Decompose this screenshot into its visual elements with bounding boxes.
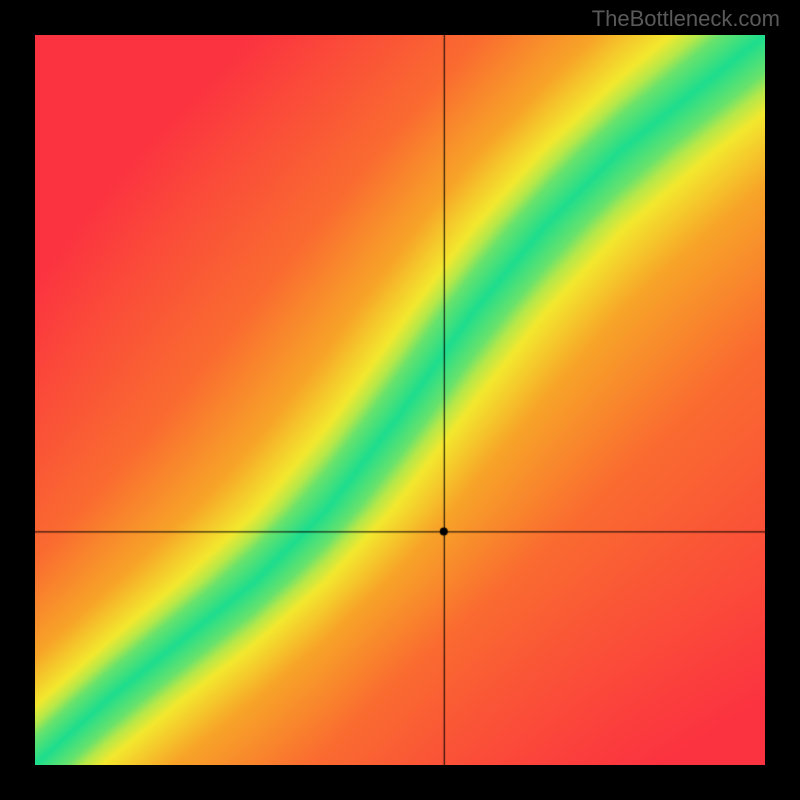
heatmap-canvas bbox=[35, 35, 765, 765]
heatmap-chart bbox=[35, 35, 765, 765]
watermark-text: TheBottleneck.com bbox=[592, 6, 780, 32]
